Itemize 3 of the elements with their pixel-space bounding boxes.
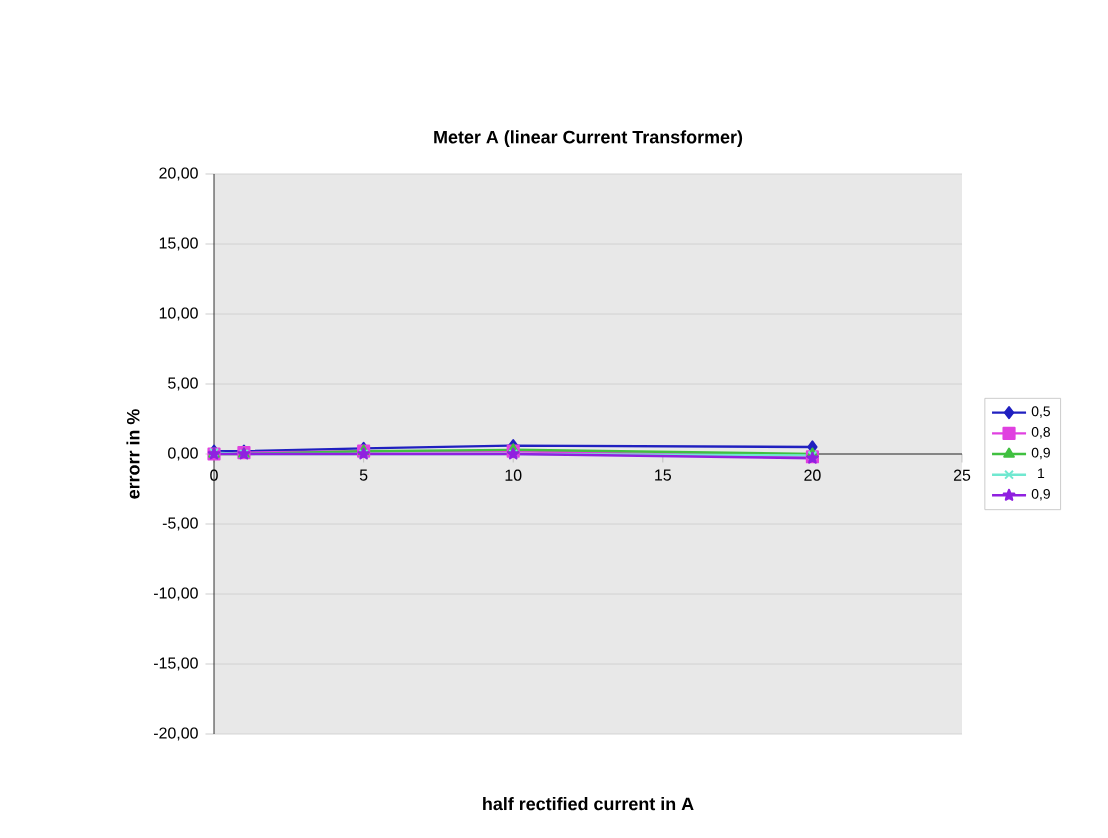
chart-title: Meter A (linear Current Transformer)	[434, 130, 743, 147]
x-axis-title: half rectified current in A	[483, 797, 694, 811]
y-axis-title: errorr in %	[126, 409, 140, 499]
